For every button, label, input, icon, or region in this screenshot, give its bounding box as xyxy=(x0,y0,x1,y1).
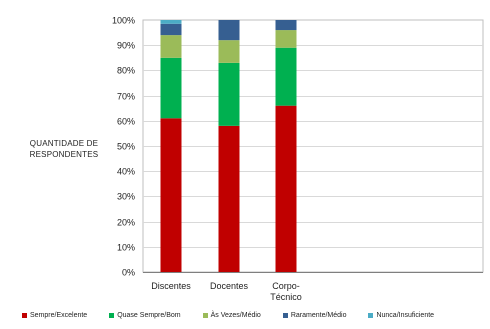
y-axis-title-line-1: QUANTIDADE DE xyxy=(29,139,99,148)
y-axis-title: QUANTIDADE DE RESPONDENTES xyxy=(14,138,114,160)
x-category-label-line: Corpo- xyxy=(272,281,300,291)
x-category-label-line: Docentes xyxy=(210,281,249,291)
legend-swatch xyxy=(202,313,208,318)
bar-segment xyxy=(218,62,240,126)
y-axis-title-line-2: RESPONDENTES xyxy=(29,150,99,159)
legend-item: Raramente/Médio xyxy=(282,312,347,319)
bar-segment xyxy=(275,30,297,48)
x-category-label: Corpo-Técnico xyxy=(270,281,302,302)
x-category-label-line: Discentes xyxy=(151,281,191,291)
y-tick-label: 20% xyxy=(117,218,135,228)
bar-segment xyxy=(160,20,182,24)
legend-item: Sempre/Excelente xyxy=(22,312,87,319)
bar-segment xyxy=(160,35,182,58)
bar-segment xyxy=(275,20,297,31)
legend-label: Raramente/Médio xyxy=(290,312,347,319)
legend-swatch xyxy=(109,313,115,318)
legend-label: Quase Sempre/Bom xyxy=(117,312,181,319)
y-tick-label: 40% xyxy=(117,167,135,177)
x-category-label: Discentes xyxy=(151,281,191,291)
y-tick-label: 0% xyxy=(122,268,135,278)
legend-item: Quase Sempre/Bom xyxy=(109,312,181,319)
legend-label: Nunca/Insuficiente xyxy=(376,312,435,319)
chart-legend: Sempre/Excelente Quase Sempre/Bom Às Vezes… xyxy=(22,312,456,319)
legend-swatch xyxy=(22,313,27,318)
y-tick-label: 70% xyxy=(117,92,135,102)
legend-swatch xyxy=(368,313,374,318)
legend-item: Nunca/Insuficiente xyxy=(368,312,434,319)
bar-segment xyxy=(160,57,182,119)
y-tick-label: 100% xyxy=(112,16,135,26)
legend-label: Sempre/Excelente xyxy=(30,312,88,319)
y-tick-label: 30% xyxy=(117,192,135,202)
bar-segment xyxy=(275,47,297,106)
bar-segment xyxy=(160,23,182,36)
bar-segment xyxy=(275,105,297,273)
legend-swatch xyxy=(282,313,288,318)
y-tick-label: 90% xyxy=(117,41,135,51)
y-tick-label: 50% xyxy=(117,142,135,152)
legend-item: Às Vezes/Médio xyxy=(202,312,261,319)
y-tick-label: 60% xyxy=(117,117,135,127)
x-category-label: Docentes xyxy=(210,281,249,291)
y-tick-label: 10% xyxy=(117,243,135,253)
bar-segment xyxy=(218,125,240,272)
y-tick-label: 80% xyxy=(117,66,135,76)
bar-segment xyxy=(218,20,240,41)
legend-label: Às Vezes/Médio xyxy=(210,312,261,319)
bar-segment xyxy=(160,118,182,272)
x-category-label-line: Técnico xyxy=(270,292,302,302)
bar-segment xyxy=(218,40,240,63)
